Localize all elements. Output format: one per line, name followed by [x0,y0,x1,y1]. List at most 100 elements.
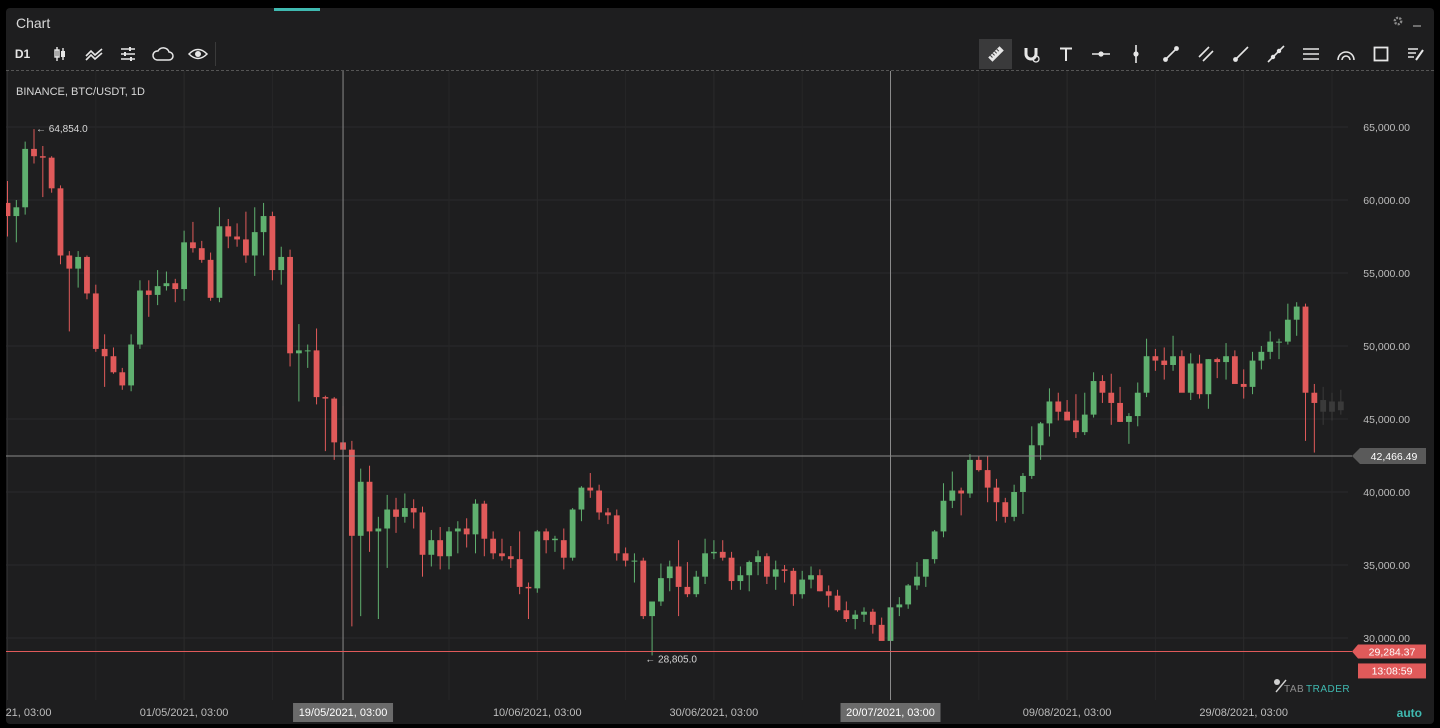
ghost-candle-body [1337,401,1344,411]
candle-body [1231,356,1238,384]
candle-body [790,570,797,595]
candlestick-icon[interactable] [43,39,76,69]
ruler-icon[interactable] [979,39,1012,69]
candle-body [958,490,965,494]
settings-sliders-icon[interactable] [111,39,144,69]
candle-body [975,459,982,471]
candle-body [967,459,973,494]
chart-toolbar: D1 [6,38,1434,71]
candle-body [1178,356,1185,393]
window-title: Chart [16,15,51,31]
timeframe-button[interactable]: D1 [6,39,39,69]
candle-body [419,512,426,555]
indicators-icon[interactable] [77,39,110,69]
extended-line-icon[interactable] [1259,39,1292,69]
vertical-line-icon[interactable] [1119,39,1152,69]
parallel-channel-icon[interactable] [1189,39,1222,69]
horizontal-lines-icon[interactable] [1294,39,1327,69]
minimize-icon[interactable] [1412,15,1422,30]
candle-body [198,248,205,260]
candle-body [808,575,814,580]
candle-body [693,576,700,595]
candle-body [1028,445,1035,476]
crosshair-date-label: 20/07/2021, 03:00 [846,707,935,719]
y-tick-label: 35,000.00 [1363,560,1410,572]
horizontal-line-icon[interactable] [1084,39,1117,69]
candle-body [578,487,585,510]
candle-body [1284,319,1291,342]
countdown-label: 13:08:59 [1372,665,1413,677]
candle-body [534,531,541,589]
candle-body [755,556,761,563]
candle-body [587,487,594,491]
cloud-icon[interactable] [146,39,179,69]
candle-body [22,148,29,208]
chart-overlays: 19/05/2021, 03:00 20/07/2021, 03:00 42,466… [6,71,1426,722]
candle-body [287,256,293,354]
candle-body [702,553,708,577]
candle-body [560,540,567,558]
candle-body [1214,359,1221,363]
candle-body [605,512,611,516]
active-tab-indicator [274,8,320,11]
toolbar-separator [215,42,216,66]
candle-body [666,566,673,579]
gear-icon[interactable] [1392,15,1404,30]
candle-body [711,551,717,554]
candle-body [1011,492,1018,517]
candle-body [163,283,170,287]
candle-body [454,528,461,532]
last-price-badge [1352,644,1426,659]
y-tick-label: 50,000.00 [1363,341,1410,353]
candle-body [896,604,903,608]
candle-body [622,553,629,561]
candle-body [852,614,859,620]
candle-body [481,503,488,539]
auto-scale-button[interactable]: auto [1396,706,1422,720]
text-icon[interactable] [1049,39,1082,69]
candle-body [728,557,735,582]
candle-body [48,157,55,189]
candle-body [278,256,285,271]
ray-icon[interactable] [1224,39,1257,69]
candle-body [649,601,655,617]
rectangle-icon[interactable] [1364,39,1397,69]
candle-body [410,508,417,513]
y-tick-label: 40,000.00 [1363,487,1410,499]
y-tick-label: 55,000.00 [1363,268,1410,280]
candle-body [861,611,867,615]
candle-body [304,350,311,352]
candle-body [13,207,20,217]
chart-window: Chart D1 [6,8,1434,724]
countdown-badge [1358,663,1426,679]
magnet-icon[interactable] [1014,39,1047,69]
arc-icon[interactable] [1329,39,1362,69]
candle-body [543,531,550,541]
candle-body [428,540,435,555]
candle-body [834,595,841,611]
candle-body [1073,420,1079,433]
candle-body [1223,356,1229,363]
x-tick-label: 30/06/2021, 03:00 [670,707,759,719]
price-chart[interactable]: 19/05/2021, 03:00 20/07/2021, 03:00 42,466… [6,71,1434,724]
candle-body [322,397,329,399]
candle-body [31,148,37,157]
y-tick-label: 30,000.00 [1363,633,1410,645]
candle-body [843,610,850,620]
candle-body [993,487,1000,503]
candle-body [234,236,240,240]
high-marker-label: ← 64,854.0 [36,124,88,135]
candle-body [145,290,152,295]
candle-body [552,538,558,541]
time-axis: 11/04/2021, 03:00 01/05/2021, 03:00 10/06/… [6,707,1288,719]
x-tick-label: 11/04/2021, 03:00 [6,707,51,719]
trend-line-icon[interactable] [1154,39,1187,69]
y-tick-label: 65,000.00 [1363,122,1410,134]
candle-body [6,202,11,217]
candle-body [772,569,779,577]
candle-body [366,481,373,532]
edit-list-icon[interactable] [1399,39,1432,69]
candle-body [463,528,470,535]
candle-body [675,566,682,587]
eye-icon[interactable] [181,39,214,69]
